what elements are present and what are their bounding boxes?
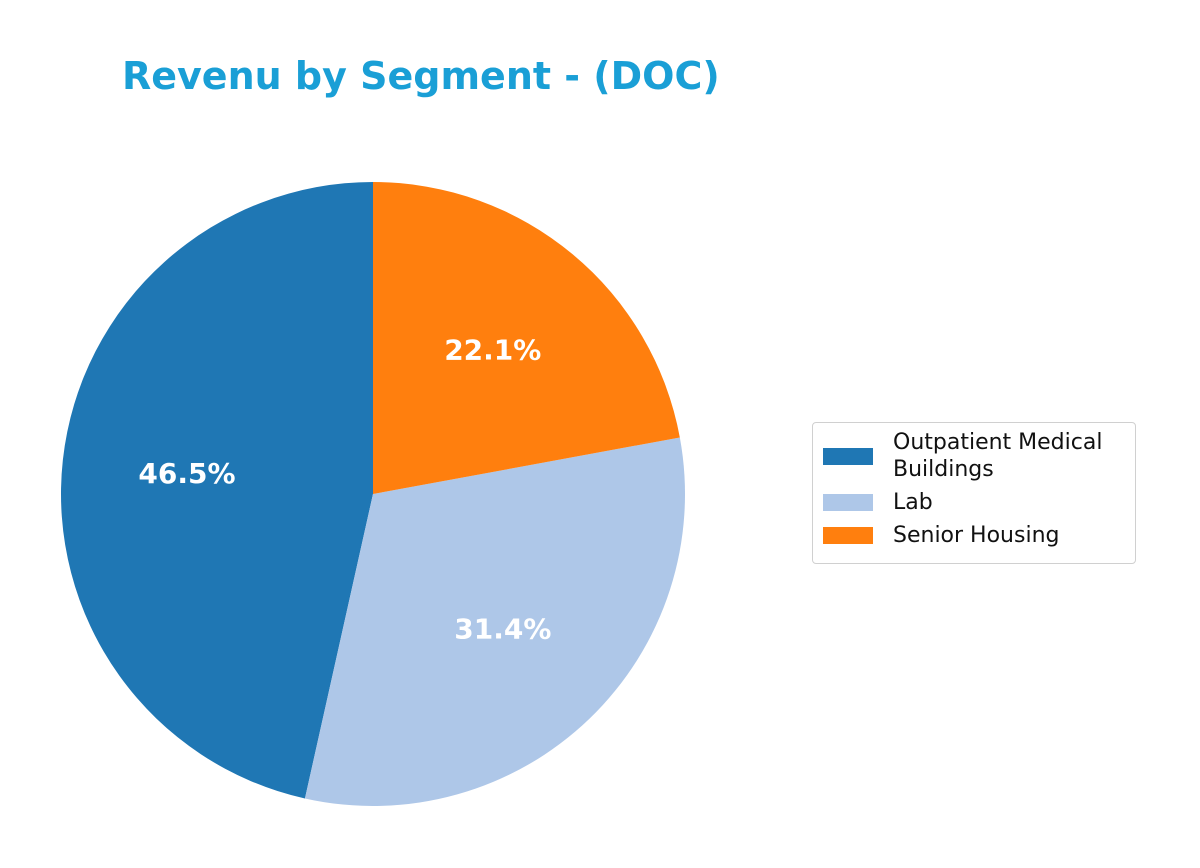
pie-slice-senior-housing [373, 182, 680, 494]
chart-title: Revenu by Segment - (DOC) [122, 54, 720, 98]
legend: Outpatient Medical Buildings Lab Senior Ho… [812, 422, 1136, 564]
slice-percent-label: 31.4% [454, 612, 551, 645]
legend-swatch [823, 494, 873, 511]
slice-percent-label: 22.1% [444, 334, 541, 367]
pie-slice-outpatient-medical-buildings [60, 182, 373, 799]
legend-swatch [823, 447, 873, 465]
legend-item: Senior Housing [813, 522, 1135, 549]
legend-label: Senior Housing [893, 523, 1060, 548]
legend-item: Outpatient Medical Buildings [813, 429, 1135, 483]
legend-label: Outpatient Medical Buildings [893, 430, 1103, 482]
legend-swatch [823, 527, 873, 544]
slice-percent-label: 46.5% [138, 457, 235, 490]
legend-label: Lab [893, 490, 933, 515]
pie-slice-lab [304, 437, 685, 806]
legend-item: Lab [813, 489, 1135, 516]
